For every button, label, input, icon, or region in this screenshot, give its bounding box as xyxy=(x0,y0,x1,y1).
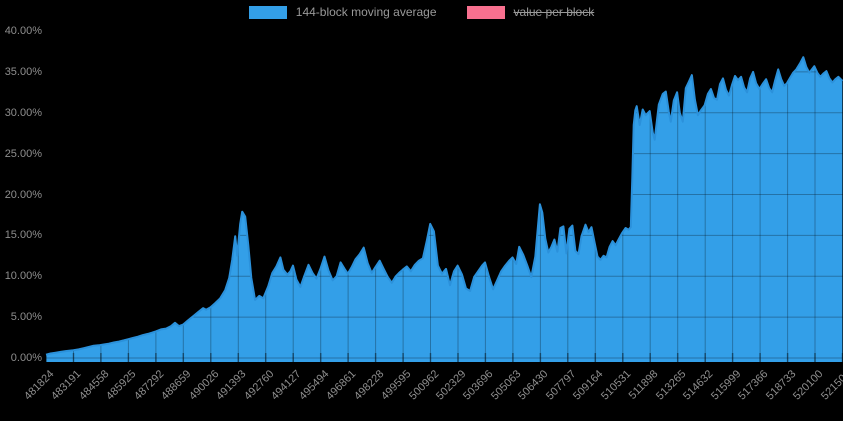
legend-swatch xyxy=(248,5,287,19)
legend-item-value-per-block[interactable]: value per block xyxy=(466,5,595,19)
chart-legend: 144-block moving average value per block xyxy=(0,5,843,19)
area-series-moving-average xyxy=(46,57,843,362)
x-axis-tick-marks xyxy=(45,353,843,364)
line-series-moving-average xyxy=(45,56,843,356)
legend-label: 144-block moving average xyxy=(295,5,437,19)
legend-label: value per block xyxy=(513,5,595,19)
legend-item-moving-average[interactable]: 144-block moving average xyxy=(248,5,437,19)
legend-swatch xyxy=(466,5,505,19)
